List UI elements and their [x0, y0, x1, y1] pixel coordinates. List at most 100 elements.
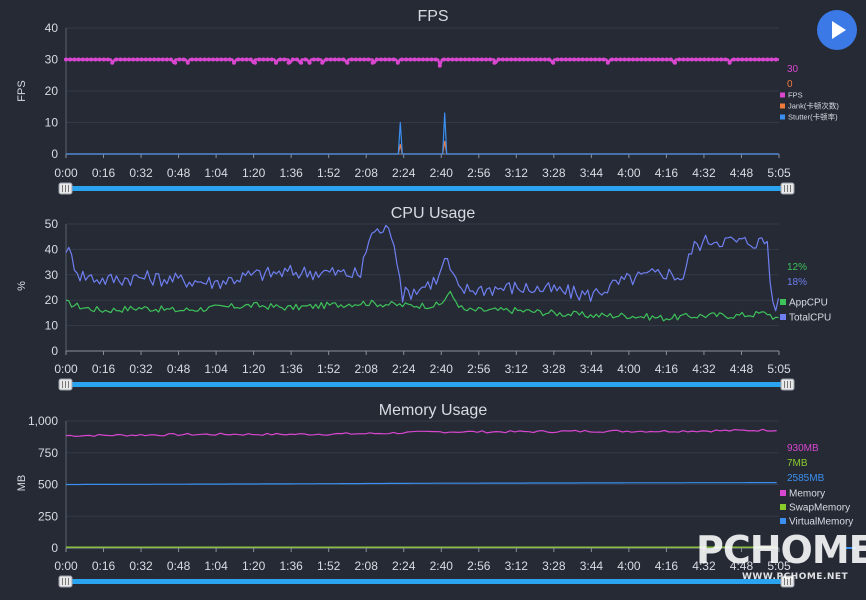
- memory-legend-label: Memory: [789, 489, 825, 500]
- cpu-ylabel: %: [16, 281, 28, 291]
- fps-point: [379, 57, 383, 62]
- fps-point: [513, 57, 518, 62]
- fps-point: [635, 57, 640, 62]
- fps-point: [446, 57, 451, 62]
- memory-series-virtualmemory: [66, 482, 777, 486]
- memory-xtick: 3:44: [580, 559, 604, 573]
- cpu-xtick: 1:20: [242, 362, 266, 376]
- fps-series-stutter: [66, 112, 779, 155]
- cpu-xtick: 4:16: [655, 362, 679, 376]
- fps-xtick: 1:36: [279, 166, 303, 180]
- fps-point: [358, 57, 362, 62]
- fps-point: [484, 57, 488, 62]
- fps-point: [601, 57, 606, 62]
- fps-point: [206, 57, 211, 62]
- fps-point: [194, 57, 199, 62]
- fps-xtick: 3:44: [580, 166, 604, 180]
- fps-legend-swatch: [780, 114, 785, 120]
- cpu-xtick: 2:40: [430, 362, 454, 376]
- play-icon: [832, 21, 846, 39]
- fps-point: [517, 57, 522, 62]
- fps-point: [639, 57, 644, 62]
- fps-xtick: 1:52: [317, 166, 341, 180]
- fps-point: [547, 57, 551, 62]
- fps-point: [244, 57, 249, 62]
- fps-point: [580, 57, 585, 62]
- cpu-ytick: 0: [51, 344, 58, 358]
- fps-point: [118, 57, 123, 62]
- fps-point: [76, 57, 81, 62]
- memory-legend-label: VirtualMemory: [789, 517, 853, 528]
- fps-point: [101, 57, 106, 62]
- fps-point: [656, 57, 661, 62]
- fps-point: [278, 57, 283, 62]
- fps-point: [257, 57, 262, 62]
- fps-title: FPS: [417, 8, 448, 25]
- fps-point: [471, 57, 476, 62]
- cpu-xtick: 0:32: [129, 362, 153, 376]
- fps-xtick: 4:16: [655, 166, 679, 180]
- memory-ytick: 0: [51, 541, 58, 555]
- fps-point: [437, 63, 442, 68]
- fps-point: [773, 57, 778, 62]
- fps-point: [748, 57, 753, 62]
- fps-point: [576, 57, 581, 62]
- fps-point: [110, 60, 115, 65]
- fps-point: [324, 57, 329, 62]
- fps-point: [526, 57, 530, 62]
- fps-point: [248, 57, 253, 62]
- fps-point: [320, 60, 325, 65]
- fps-ytick: 40: [45, 21, 59, 35]
- memory-current-value: 7MB: [787, 458, 808, 469]
- fps-point: [303, 57, 308, 62]
- cpu-legend-swatch: [780, 299, 786, 305]
- fps-point: [391, 57, 396, 62]
- fps-xtick: 2:08: [355, 166, 379, 180]
- fps-point: [706, 57, 711, 62]
- memory-ytick: 250: [38, 509, 58, 523]
- fps-point: [572, 57, 577, 62]
- fps-point: [122, 57, 127, 62]
- fps-point: [492, 60, 497, 65]
- fps-point: [383, 57, 388, 62]
- fps-point: [173, 60, 178, 65]
- fps-point: [593, 57, 598, 62]
- fps-legend-label: Stutter(卡顿率): [788, 112, 838, 122]
- fps-point: [652, 57, 656, 62]
- memory-ytick: 500: [38, 478, 58, 492]
- memory-xtick: 4:00: [617, 559, 641, 573]
- fps-point: [286, 60, 291, 65]
- fps-xtick: 1:20: [242, 166, 266, 180]
- fps-point: [160, 57, 165, 62]
- cpu-legend-label: TotalCPU: [789, 313, 831, 324]
- memory-xtick: 1:04: [204, 559, 228, 573]
- fps-ytick: 0: [51, 147, 58, 161]
- cpu-legend-label: AppCPU: [789, 298, 828, 309]
- fps-legend-label: Jank(卡顿次数): [788, 101, 839, 111]
- fps-legend-swatch: [780, 103, 785, 109]
- fps-point: [366, 57, 371, 62]
- memory-legend-swatch: [780, 490, 786, 496]
- memory-xtick: 5:05: [767, 559, 791, 573]
- fps-point: [509, 57, 514, 62]
- fps-point: [152, 57, 157, 62]
- fps-point: [723, 57, 728, 62]
- fps-point: [311, 57, 316, 62]
- fps-point: [719, 57, 724, 62]
- fps-point: [89, 57, 94, 62]
- fps-point: [551, 60, 556, 65]
- play-button[interactable]: [817, 10, 857, 50]
- memory-xtick: 1:20: [242, 559, 266, 573]
- fps-point: [677, 57, 682, 62]
- memory-xtick: 4:16: [655, 559, 679, 573]
- fps-xtick: 2:56: [467, 166, 491, 180]
- fps-xtick: 4:00: [617, 166, 641, 180]
- fps-point: [181, 57, 186, 62]
- fps-point: [143, 57, 148, 62]
- fps-point: [559, 57, 564, 62]
- fps-point: [253, 60, 257, 65]
- cpu-xtick: 3:12: [505, 362, 529, 376]
- fps-point: [240, 57, 245, 62]
- fps-point: [433, 57, 438, 62]
